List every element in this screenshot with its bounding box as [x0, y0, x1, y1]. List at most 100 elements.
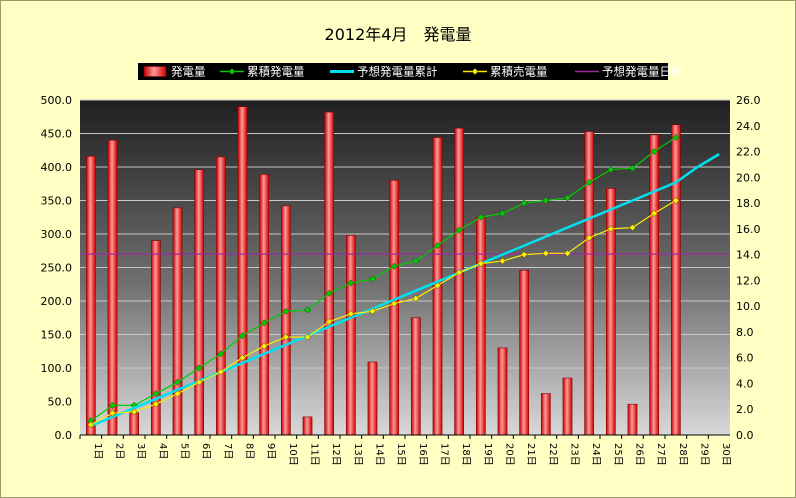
left-axis-tick-label: 0.0 [55, 429, 73, 442]
left-axis-tick-label: 500.0 [41, 94, 73, 107]
bar [324, 111, 335, 436]
point [650, 209, 658, 217]
x-tick-label: 1日 [92, 443, 103, 459]
point [433, 281, 442, 290]
bar [302, 416, 313, 436]
point [173, 390, 182, 398]
series-line [90, 199, 677, 426]
legend-label: 予想発電量日割 [602, 65, 683, 79]
point [130, 408, 138, 416]
bar [85, 155, 96, 436]
x-tick-label: 13日 [352, 443, 363, 466]
x-tick-label: 3日 [135, 443, 146, 459]
bar [584, 131, 595, 436]
legend-label: 発電量 [171, 65, 206, 79]
point [498, 209, 507, 217]
x-tick-label: 24日 [590, 443, 601, 466]
bar [345, 235, 356, 436]
point [542, 196, 550, 205]
right-axis-tick-label: 8.0 [736, 326, 754, 339]
bar [215, 156, 226, 436]
gridlines [80, 99, 730, 402]
x-tick-label: 26日 [634, 443, 645, 466]
legend: 発電量 累積発電量 予想発電量累計 累積売電量 予想発電量日割 [138, 63, 683, 80]
bar [194, 169, 205, 436]
point [477, 213, 485, 221]
point [650, 147, 658, 156]
x-tick-label: 29日 [699, 443, 710, 466]
point [238, 354, 247, 362]
bar [454, 127, 465, 436]
left-axis-tick-label: 300.0 [41, 228, 73, 241]
point [238, 332, 247, 340]
point [520, 199, 528, 207]
bar [237, 106, 248, 436]
x-tick-label: 25日 [612, 443, 623, 466]
bar [670, 124, 681, 436]
point [563, 194, 572, 202]
x-tick-label: 6日 [200, 443, 211, 459]
point [303, 306, 312, 314]
right-axis-tick-label: 4.0 [736, 377, 754, 390]
x-tick-label: 23日 [569, 443, 580, 466]
left-axis-tick-label: 100.0 [41, 362, 73, 375]
bar [540, 393, 551, 436]
bar [475, 216, 486, 436]
legend-box [138, 63, 668, 80]
x-tick-label: 19日 [482, 443, 493, 466]
right-axis-tick-label: 26.0 [736, 94, 761, 107]
point [412, 294, 420, 302]
x-tick-label: 9日 [265, 443, 276, 459]
x-tick-label: 30日 [720, 443, 731, 466]
legend-label: 累積発電量 [247, 65, 305, 79]
bar [280, 205, 291, 436]
point [672, 133, 680, 141]
left-axis-tick-label: 450.0 [41, 128, 73, 141]
left-axis-tick-label: 400.0 [41, 161, 73, 174]
x-tick-label: 16日 [417, 443, 428, 466]
point [217, 368, 225, 376]
right-axis-tick-label: 18.0 [736, 197, 761, 210]
right-axis-tick-label: 20.0 [736, 171, 761, 184]
point [347, 279, 355, 287]
x-tick-label: 8日 [244, 443, 255, 459]
point [498, 257, 507, 265]
x-tick-label: 11日 [309, 443, 320, 466]
x-tick-label: 22日 [547, 443, 558, 466]
bar [367, 361, 378, 436]
point [173, 378, 182, 386]
left-axis-tick-label: 150.0 [41, 329, 73, 342]
point [628, 224, 637, 232]
left-axis-tick-label: 200.0 [41, 295, 73, 308]
point [520, 251, 528, 259]
bar [519, 269, 530, 436]
point [542, 249, 550, 257]
point [303, 333, 312, 341]
right-axis-tick-label: 24.0 [736, 120, 761, 133]
point [412, 257, 420, 265]
point [108, 401, 117, 409]
point [607, 225, 615, 233]
x-tick-label: 18日 [460, 443, 471, 466]
point [390, 262, 398, 270]
point [368, 307, 377, 315]
point [455, 269, 463, 277]
right-axis-tick-label: 0.0 [736, 429, 754, 442]
bar [649, 134, 660, 436]
x-tick-label: 15日 [395, 443, 406, 466]
point [87, 421, 95, 429]
point [108, 409, 117, 417]
x-tick-label: 5日 [179, 443, 190, 459]
chart-title: 2012年4月 発電量 [325, 25, 472, 44]
legend-label: 予想発電量累計 [357, 65, 438, 79]
x-tick-label: 20日 [504, 443, 515, 466]
x-tick-label: 7日 [222, 443, 233, 459]
right-axis-tick-label: 2.0 [736, 403, 754, 416]
bar [129, 412, 140, 436]
x-tick-label: 27日 [655, 443, 666, 466]
point [390, 300, 398, 308]
x-tick-label: 14日 [374, 443, 385, 466]
point [455, 226, 463, 234]
point [563, 249, 572, 257]
